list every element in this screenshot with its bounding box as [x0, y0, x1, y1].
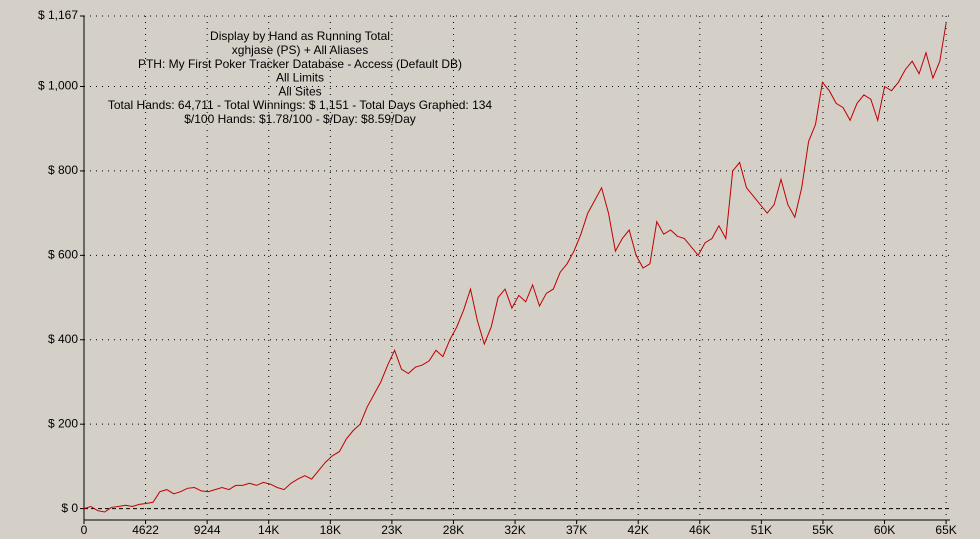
- x-tick-label: 32K: [504, 523, 525, 537]
- y-tick-label: $ 800: [48, 163, 78, 177]
- y-tick-label: $ 600: [48, 248, 78, 262]
- x-tick-label: 65K: [935, 523, 956, 537]
- annotation: Total Hands: 64,711 - Total Winnings: $ …: [108, 98, 493, 112]
- y-tick-label: $ 0: [61, 501, 78, 515]
- x-tick-label: 4622: [132, 523, 159, 537]
- y-tick-label: $ 400: [48, 332, 78, 346]
- x-tick-label: 51K: [751, 523, 772, 537]
- annotation: All Limits: [276, 71, 324, 85]
- x-tick-label: 9244: [194, 523, 221, 537]
- annotation: PTH: My First Poker Tracker Database - A…: [138, 57, 462, 71]
- x-tick-label: 42K: [628, 523, 649, 537]
- x-tick-label: 60K: [874, 523, 895, 537]
- x-tick-label: 28K: [443, 523, 464, 537]
- x-tick-label: 55K: [812, 523, 833, 537]
- x-tick-label: 37K: [566, 523, 587, 537]
- x-tick-label: 23K: [381, 523, 402, 537]
- annotation: All Sites: [278, 84, 321, 98]
- x-tick-label: 0: [81, 523, 88, 537]
- annotation: $/100 Hands: $1.78/100 - $/Day: $8.59/Da…: [184, 112, 416, 126]
- y-tick-label: $ 1,000: [38, 79, 78, 93]
- annotation: xghjase (PS) + All Aliases: [232, 43, 368, 57]
- x-tick-label: 46K: [689, 523, 710, 537]
- line-series: [83, 23, 947, 513]
- annotation: Display by Hand as Running Total: [210, 29, 390, 43]
- y-tick-label: $ 200: [48, 416, 78, 430]
- y-tick-label: $ 1,167: [38, 8, 78, 22]
- x-tick-label: 18K: [320, 523, 341, 537]
- x-tick-label: 14K: [258, 523, 279, 537]
